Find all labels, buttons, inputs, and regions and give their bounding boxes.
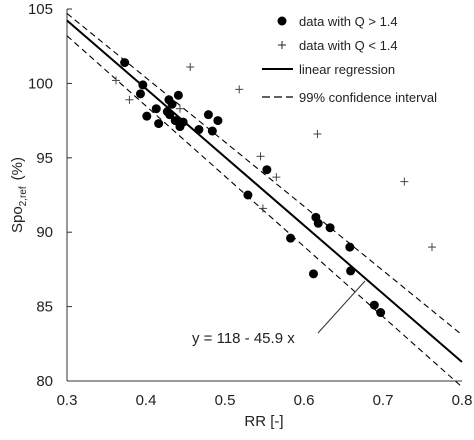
x-tick-label: 0.4	[136, 392, 157, 409]
data-point-q-low	[400, 177, 409, 186]
data-point-q-high	[203, 110, 213, 120]
y-axis-title-unit: (%)	[9, 157, 26, 180]
data-point-q-low	[186, 63, 195, 72]
y-tick-label: 105	[28, 1, 53, 18]
x-tick-label: 0.6	[294, 392, 315, 409]
data-point-q-high	[165, 110, 175, 120]
data-point-q-high	[151, 104, 161, 114]
x-tick-label: 0.5	[215, 392, 236, 409]
data-point-q-high	[345, 242, 355, 252]
y-axis-title-sub: 2,ref	[18, 186, 29, 206]
confidence-lower-line	[66, 35, 463, 388]
legend-label-q-low: data with Q < 1.4	[299, 38, 398, 53]
data-points	[111, 58, 436, 318]
data-point-q-high	[207, 126, 217, 136]
data-point-q-low	[272, 173, 281, 182]
legend-plus-marker	[278, 41, 286, 49]
data-point-q-high	[120, 58, 130, 68]
data-point-q-low	[125, 95, 134, 104]
x-tick-group: 0.3 0.4 0.5 0.6 0.7 0.8	[57, 392, 473, 409]
legend-label-confidence: 99% confidence interval	[299, 90, 437, 105]
data-point-q-high	[369, 300, 379, 310]
y-tick-group: 80 85 90 95 100 105	[28, 1, 72, 390]
y-tick-label: 100	[28, 75, 53, 92]
x-tick-label: 0.8	[452, 392, 473, 409]
data-point-q-high	[167, 99, 177, 109]
y-tick-label: 95	[36, 150, 53, 167]
y-tick-label: 85	[36, 299, 53, 316]
legend-dot-marker	[277, 16, 287, 26]
confidence-upper-line	[66, 13, 463, 336]
y-tick-label: 80	[36, 373, 53, 390]
legend-label-regression: linear regression	[299, 62, 395, 77]
data-point-q-high	[243, 190, 253, 200]
data-point-q-low	[111, 76, 120, 85]
data-point-q-high	[173, 90, 183, 100]
y-axis-title: Spo2,ref (%)	[9, 157, 29, 233]
data-point-q-low	[258, 204, 267, 213]
regression-annotation: y = 118 - 45.9 x	[192, 280, 366, 347]
data-point-q-high	[194, 125, 204, 135]
data-point-q-high	[154, 119, 164, 129]
data-point-q-low	[175, 104, 184, 113]
data-point-q-high	[262, 165, 272, 175]
confidence-interval-lines	[66, 13, 463, 388]
data-point-q-high	[376, 308, 386, 318]
data-point-q-low	[313, 129, 322, 138]
data-point-q-low	[427, 243, 436, 252]
plot-frame	[66, 9, 462, 382]
regression-line-group	[66, 19, 463, 363]
x-tick-label: 0.7	[373, 392, 394, 409]
data-point-q-high	[313, 218, 323, 228]
data-point-q-low	[235, 85, 244, 94]
legend-label-q-high: data with Q > 1.4	[299, 14, 398, 29]
legend: data with Q > 1.4 data with Q < 1.4 line…	[262, 14, 437, 105]
data-point-q-high	[178, 117, 188, 127]
data-point-q-high	[138, 80, 148, 90]
data-point-q-high	[142, 111, 152, 121]
y-axis-title-main: Spo	[9, 206, 26, 233]
regression-line	[66, 19, 463, 363]
data-point-q-low	[256, 152, 265, 161]
data-point-q-high	[325, 223, 335, 233]
data-point-q-high	[213, 116, 223, 126]
data-point-q-high	[308, 269, 318, 279]
annotation-leader-line	[317, 280, 366, 334]
regression-equation-label: y = 118 - 45.9 x	[192, 330, 295, 347]
data-point-q-high	[346, 266, 356, 276]
y-tick-label: 90	[36, 224, 53, 241]
data-point-q-high	[286, 233, 296, 243]
x-tick-label: 0.3	[57, 392, 78, 409]
x-axis-title: RR [-]	[244, 413, 283, 430]
data-point-q-high	[135, 89, 145, 99]
